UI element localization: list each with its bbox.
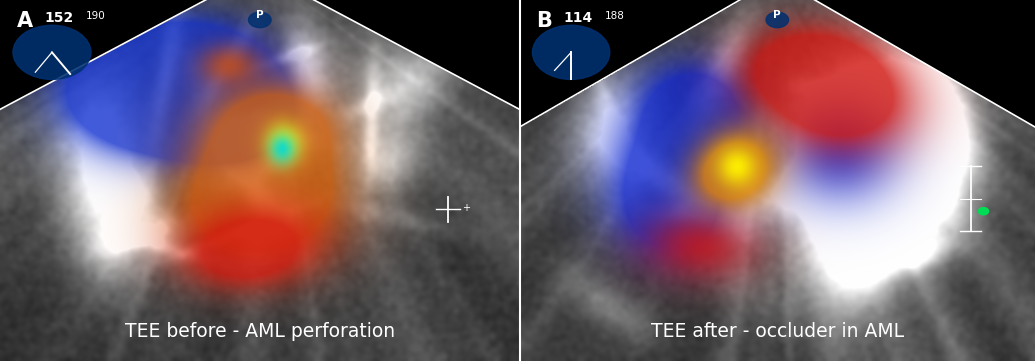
Circle shape: [248, 12, 271, 28]
Circle shape: [766, 12, 789, 28]
Text: 152: 152: [45, 11, 73, 25]
Text: 190: 190: [86, 11, 106, 21]
Text: P: P: [256, 10, 264, 20]
Text: +: +: [463, 203, 471, 213]
Text: B: B: [536, 11, 552, 31]
Text: 188: 188: [604, 11, 624, 21]
Text: 114: 114: [563, 11, 593, 25]
Circle shape: [532, 25, 610, 79]
Circle shape: [978, 208, 988, 215]
Text: P: P: [773, 10, 781, 20]
Text: TEE before - AML perforation: TEE before - AML perforation: [125, 322, 394, 341]
Circle shape: [13, 25, 91, 79]
Text: A: A: [17, 11, 33, 31]
Text: TEE after - occluder in AML: TEE after - occluder in AML: [651, 322, 904, 341]
